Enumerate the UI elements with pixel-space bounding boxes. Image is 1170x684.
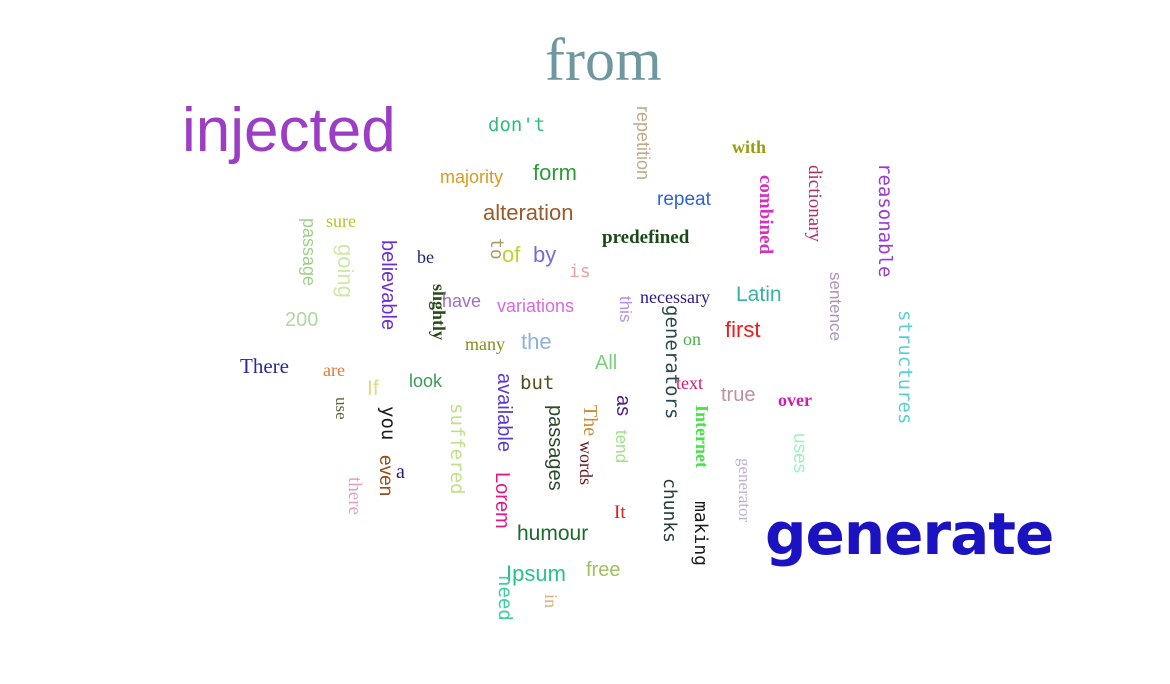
word-dont: don't: [488, 114, 546, 136]
word-passages: passages: [544, 405, 566, 491]
word-repeat: repeat: [657, 189, 711, 210]
word-first: first: [725, 317, 761, 342]
word-majority: majority: [440, 167, 504, 187]
word-believable: believable: [377, 240, 399, 331]
word-need: need: [494, 575, 516, 621]
word-injected: injected: [182, 96, 396, 165]
word-all: All: [595, 352, 618, 374]
word-passage: passage: [299, 218, 319, 287]
word-by: by: [533, 242, 557, 267]
word-be: be: [417, 247, 434, 267]
word-suffered: suffered: [446, 403, 468, 495]
word-there-cap: There: [240, 354, 289, 378]
word-available: available: [493, 373, 515, 452]
word-text: text: [676, 373, 703, 393]
word-of: of: [502, 242, 521, 267]
word-look: look: [409, 371, 443, 391]
word-chunks: chunks: [659, 478, 680, 544]
word-necessary: necessary: [640, 287, 710, 307]
word-a: a: [396, 461, 405, 483]
word-words: words: [576, 441, 596, 485]
word-predefined: predefined: [602, 227, 690, 248]
word-this: this: [616, 296, 635, 323]
word-generate: generate: [765, 500, 1054, 568]
word-is: is: [569, 261, 591, 282]
word-as: as: [612, 395, 634, 417]
word-ipsum: Ipsum: [506, 561, 566, 586]
word-free: free: [586, 559, 621, 581]
word-from: from: [545, 27, 662, 93]
word-even: even: [375, 455, 396, 497]
word-if: If: [367, 377, 379, 400]
word-over: over: [778, 390, 812, 410]
word-combined: combined: [755, 175, 776, 255]
word-sure: sure: [326, 211, 356, 231]
word-going: going: [333, 244, 358, 298]
word-have: have: [442, 291, 482, 311]
word-humour: humour: [517, 522, 589, 545]
word-form: form: [533, 160, 577, 185]
word-the: the: [521, 329, 552, 354]
word-structures: structures: [894, 310, 916, 425]
word-lorem: Lorem: [491, 472, 513, 529]
word-generator: generator: [735, 458, 754, 523]
word-use: use: [332, 397, 351, 420]
word-tend: tend: [612, 430, 631, 464]
word-generators: generators: [661, 305, 683, 420]
word-reasonable: reasonable: [874, 163, 896, 278]
word-are: are: [323, 360, 345, 380]
word-on: on: [683, 329, 701, 349]
word-in: in: [541, 594, 561, 609]
word-internet: Internet: [692, 405, 712, 468]
word-making: making: [690, 501, 711, 567]
word-the-cap: The: [579, 405, 601, 437]
word-uses: uses: [789, 433, 810, 474]
word-you: you: [377, 406, 399, 441]
word-true: true: [721, 384, 756, 406]
word-it: It: [614, 502, 626, 523]
word-there: there: [344, 477, 365, 515]
word-repetition: repetition: [633, 106, 653, 181]
word-many: many: [465, 334, 505, 354]
word-but: but: [520, 372, 555, 394]
word-latin: Latin: [736, 283, 782, 306]
word-variations: variations: [497, 296, 575, 316]
word-200: 200: [285, 309, 319, 331]
word-sentence: sentence: [826, 272, 845, 341]
word-alteration: alteration: [483, 200, 574, 225]
word-dictionary: dictionary: [804, 165, 825, 243]
word-with: with: [732, 137, 767, 157]
